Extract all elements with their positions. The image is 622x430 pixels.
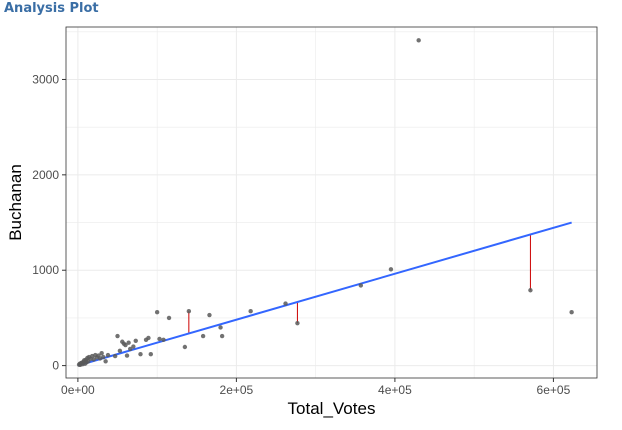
x-tick-label: 2e+05	[220, 383, 254, 397]
data-point	[207, 312, 212, 318]
data-point	[112, 353, 118, 359]
y-tick-label: 1000	[32, 263, 59, 277]
data-point	[138, 351, 143, 357]
data-point	[124, 353, 130, 358]
data-point	[283, 301, 288, 306]
y-tick-label: 2000	[32, 168, 59, 182]
x-tick-label: 0e+00	[61, 383, 95, 397]
data-point	[569, 309, 574, 315]
data-point	[182, 344, 188, 350]
app-title: Analysis Plot	[4, 1, 99, 16]
y-axis-ticks: 0 1000 2000 3000	[32, 72, 66, 373]
data-point	[131, 344, 136, 349]
x-tick-label: 4e+05	[378, 383, 412, 397]
y-axis-title: Buchanan	[6, 164, 25, 241]
data-point	[218, 325, 223, 330]
data-point	[248, 309, 253, 314]
data-point	[115, 333, 120, 339]
data-point	[186, 309, 192, 314]
data-point	[200, 333, 206, 339]
data-point	[219, 333, 225, 339]
data-point	[146, 335, 151, 341]
panel-border	[65, 26, 598, 379]
grid-lines	[66, 27, 597, 378]
data-point	[528, 288, 533, 293]
data-point	[117, 348, 123, 354]
data-point	[148, 351, 154, 357]
regression-line	[77, 221, 572, 367]
data-point	[416, 38, 421, 43]
data-point	[103, 359, 108, 364]
data-point	[358, 283, 364, 288]
y-tick-label: 3000	[32, 72, 59, 86]
data-point	[166, 315, 172, 321]
data-point	[133, 338, 138, 344]
data-point	[105, 352, 111, 358]
x-axis-title: Total_Votes	[288, 399, 376, 418]
data-point	[126, 340, 131, 345]
data-point	[388, 267, 394, 272]
data-point	[123, 342, 128, 348]
data-point	[127, 346, 133, 352]
data-point	[161, 337, 166, 343]
y-tick-label: 0	[52, 359, 59, 373]
data-point	[154, 309, 160, 315]
data-point	[295, 320, 300, 326]
data-point	[157, 336, 162, 342]
data-point	[91, 357, 96, 362]
data-point	[99, 351, 104, 356]
residual-lines	[188, 233, 531, 334]
data-point	[101, 354, 106, 360]
fit-line-group	[77, 221, 572, 367]
x-axis-ticks: 0e+00 2e+05 4e+05 6e+05	[61, 378, 571, 397]
x-tick-label: 6e+05	[537, 383, 571, 397]
data-points	[76, 38, 574, 368]
